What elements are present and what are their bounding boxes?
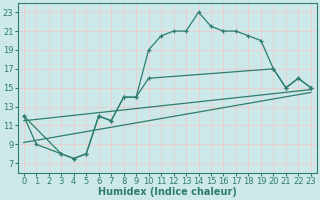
X-axis label: Humidex (Indice chaleur): Humidex (Indice chaleur) [98, 187, 237, 197]
